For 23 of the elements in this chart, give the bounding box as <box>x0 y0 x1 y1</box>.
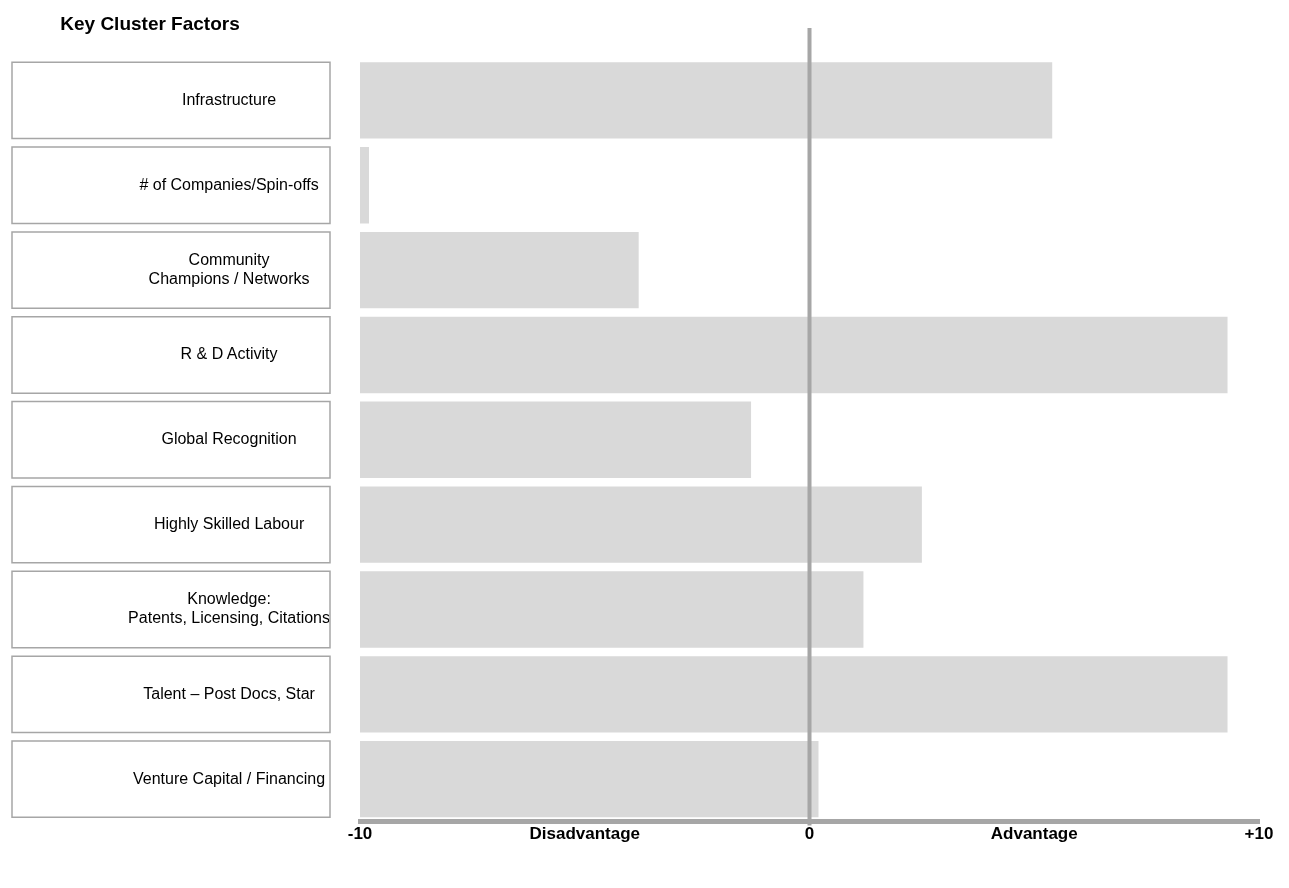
bar <box>360 486 922 563</box>
x-tick-label: +10 <box>1244 824 1274 844</box>
text: Key Cluster Factors <box>60 13 240 35</box>
x-tick-label: 0 <box>804 824 815 844</box>
y-tick-label: Highly Skilled Labour <box>153 515 305 533</box>
bar <box>360 656 1228 733</box>
bar <box>360 571 864 648</box>
x-tick-label: Advantage <box>990 824 1078 844</box>
bar <box>360 147 369 224</box>
bar <box>360 62 1053 139</box>
y-tick-label: Talent – Post Docs, Star <box>143 684 316 702</box>
y-tick-label: Global Recognition <box>161 430 297 448</box>
bar <box>360 316 1228 394</box>
y-tick-label: Infrastructure <box>181 90 277 108</box>
y-tick-label: Venture Capital / Financing <box>132 769 326 787</box>
bar <box>360 231 639 309</box>
y-tick-label: # of Companies/Spin-offs <box>139 175 319 193</box>
y-tick-label: R & D Activity <box>180 345 278 363</box>
bar <box>360 401 752 478</box>
x-tick-label: Disadvantage <box>529 824 641 844</box>
y-tick-label: Community Champions / Networks <box>148 250 310 288</box>
x-tick-label: -10 <box>347 824 373 844</box>
y-tick-label: Knowledge: Patents, Licensing, Citations <box>128 590 330 627</box>
